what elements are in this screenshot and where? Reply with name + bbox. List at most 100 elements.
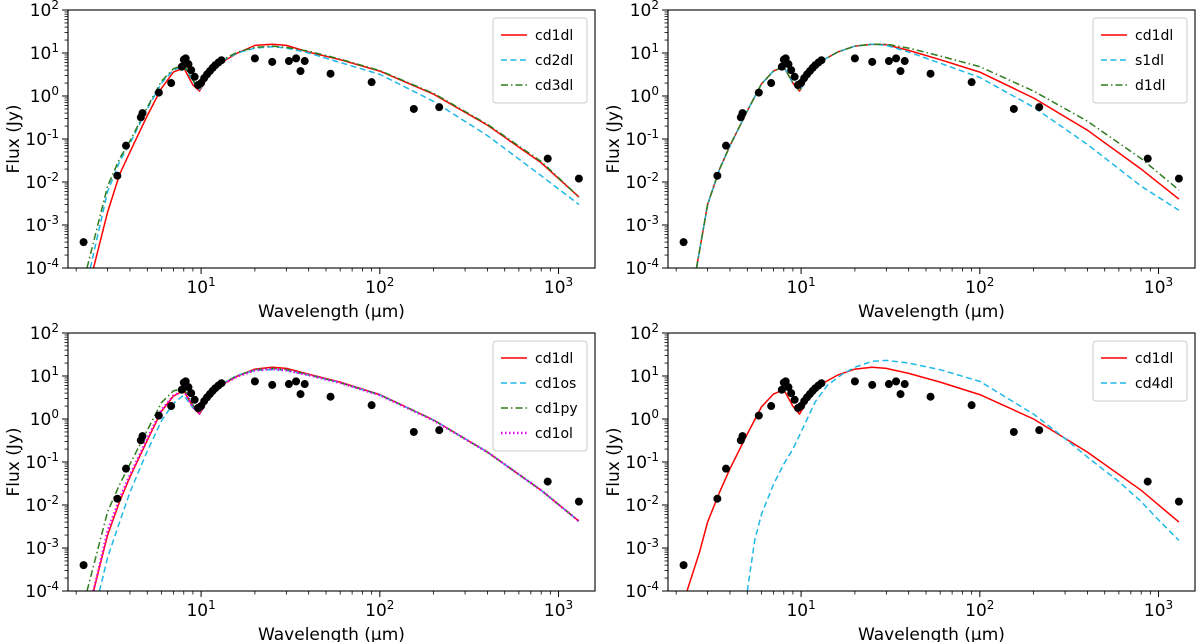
observation-point bbox=[900, 57, 909, 66]
x-tick-label: 103 bbox=[1144, 598, 1173, 621]
observation-point bbox=[850, 377, 859, 386]
x-tick-label: 103 bbox=[544, 598, 573, 621]
x-tick-label: 103 bbox=[544, 275, 573, 298]
legend-label: d1dl bbox=[1135, 78, 1166, 94]
chart-1: 101 102 103 10-4 10-3 10-2 10-1 100 101 102 Wavele… bbox=[4, 0, 596, 322]
observation-point bbox=[713, 171, 722, 180]
chart-3: 101 102 103 10-4 10-3 10-2 10-1 100 101 102 Wavele… bbox=[4, 321, 596, 642]
legend-box bbox=[1092, 17, 1188, 104]
observation-point bbox=[787, 66, 796, 75]
axis-ticks bbox=[62, 9, 560, 274]
legend-label: cd2dl bbox=[535, 53, 573, 69]
observation-point bbox=[184, 60, 193, 69]
observation-point bbox=[543, 154, 552, 163]
observation-point bbox=[177, 62, 186, 71]
observation-point bbox=[435, 103, 444, 112]
observation-point bbox=[738, 432, 747, 441]
y-tick-label: 101 bbox=[30, 41, 59, 64]
y-tick-label: 10-1 bbox=[25, 450, 59, 473]
observation-point bbox=[1174, 174, 1183, 183]
y-tick-label: 100 bbox=[30, 407, 59, 430]
observation-point bbox=[926, 69, 935, 78]
observation-point bbox=[777, 385, 786, 394]
observation-point bbox=[817, 379, 826, 388]
axis-ticks bbox=[662, 332, 1160, 597]
observation-point bbox=[121, 141, 130, 150]
y-tick-label: 10-4 bbox=[25, 579, 59, 602]
observation-point bbox=[167, 79, 176, 88]
observation-point bbox=[574, 174, 583, 183]
observation-point bbox=[721, 464, 730, 473]
observation-point bbox=[790, 72, 799, 81]
observation-point bbox=[1035, 426, 1044, 435]
observation-point bbox=[1009, 427, 1018, 436]
observation-point bbox=[784, 60, 793, 69]
legend-label: cd4dl bbox=[1135, 376, 1173, 392]
x-tick-label: 102 bbox=[965, 275, 994, 298]
legend-label: cd1dl bbox=[1135, 28, 1173, 44]
observation-point bbox=[284, 380, 293, 389]
observation-point bbox=[367, 401, 376, 410]
legend-box bbox=[492, 17, 588, 104]
observation-point bbox=[154, 88, 163, 97]
observation-point bbox=[884, 380, 893, 389]
x-tick-label: 102 bbox=[365, 275, 394, 298]
y-axis-label: Flux (Jy) bbox=[4, 427, 24, 496]
y-tick-label: 10-2 bbox=[625, 170, 659, 193]
y-tick-label: 102 bbox=[630, 0, 659, 21]
observation-point bbox=[113, 494, 122, 503]
observation-point bbox=[543, 477, 552, 486]
legend-label: cd1os bbox=[535, 376, 576, 392]
observation-point bbox=[1009, 104, 1018, 113]
observation-point bbox=[892, 377, 901, 386]
observation-point bbox=[187, 389, 196, 398]
observation-point bbox=[121, 464, 130, 473]
legend: cd1dl cd2dl cd3dl bbox=[492, 17, 588, 104]
x-axis-label: Wavelength (μm) bbox=[858, 302, 1005, 322]
legend-label: cd1dl bbox=[535, 351, 573, 367]
observation-point bbox=[367, 78, 376, 87]
legend: cd1dl cd4dl bbox=[1092, 340, 1188, 402]
observation-point bbox=[167, 402, 176, 411]
observation-point bbox=[138, 109, 147, 118]
y-tick-label: 10-4 bbox=[625, 256, 659, 279]
chart-4: 101 102 103 10-4 10-3 10-2 10-1 100 101 102 Wavele… bbox=[604, 321, 1196, 642]
legend-label: cd1ol bbox=[535, 426, 573, 442]
axis-ticks bbox=[62, 332, 560, 597]
y-tick-label: 100 bbox=[30, 84, 59, 107]
y-tick-label: 101 bbox=[30, 364, 59, 387]
observation-point bbox=[300, 57, 309, 66]
x-tick-label: 101 bbox=[186, 275, 215, 298]
observation-point bbox=[296, 67, 305, 76]
y-tick-label: 101 bbox=[630, 364, 659, 387]
y-axis-label: Flux (Jy) bbox=[604, 427, 624, 496]
observation-point bbox=[790, 395, 799, 404]
legend-box bbox=[492, 340, 588, 452]
observation-point bbox=[79, 561, 88, 570]
y-tick-label: 10-2 bbox=[25, 493, 59, 516]
observation-point bbox=[268, 57, 277, 66]
y-tick-label: 100 bbox=[630, 84, 659, 107]
axes-frame bbox=[667, 332, 1196, 592]
observation-point bbox=[177, 385, 186, 394]
observation-point bbox=[850, 54, 859, 63]
observation-point bbox=[721, 141, 730, 150]
observation-point bbox=[217, 56, 226, 65]
observation-point bbox=[326, 69, 335, 78]
observation-point bbox=[754, 88, 763, 97]
plot-area bbox=[679, 359, 1183, 591]
y-tick-label: 10-1 bbox=[25, 127, 59, 150]
observation-point bbox=[1035, 103, 1044, 112]
y-tick-label: 10-1 bbox=[625, 450, 659, 473]
axes-frame bbox=[67, 9, 596, 269]
observation-point bbox=[284, 57, 293, 66]
x-tick-label: 102 bbox=[365, 598, 394, 621]
observation-point bbox=[679, 561, 688, 570]
observation-point bbox=[884, 57, 893, 66]
y-tick-label: 10-4 bbox=[25, 256, 59, 279]
y-tick-label: 10-2 bbox=[25, 170, 59, 193]
x-axis-label: Wavelength (μm) bbox=[858, 625, 1005, 642]
x-tick-label: 103 bbox=[1144, 275, 1173, 298]
x-tick-label: 101 bbox=[786, 275, 815, 298]
